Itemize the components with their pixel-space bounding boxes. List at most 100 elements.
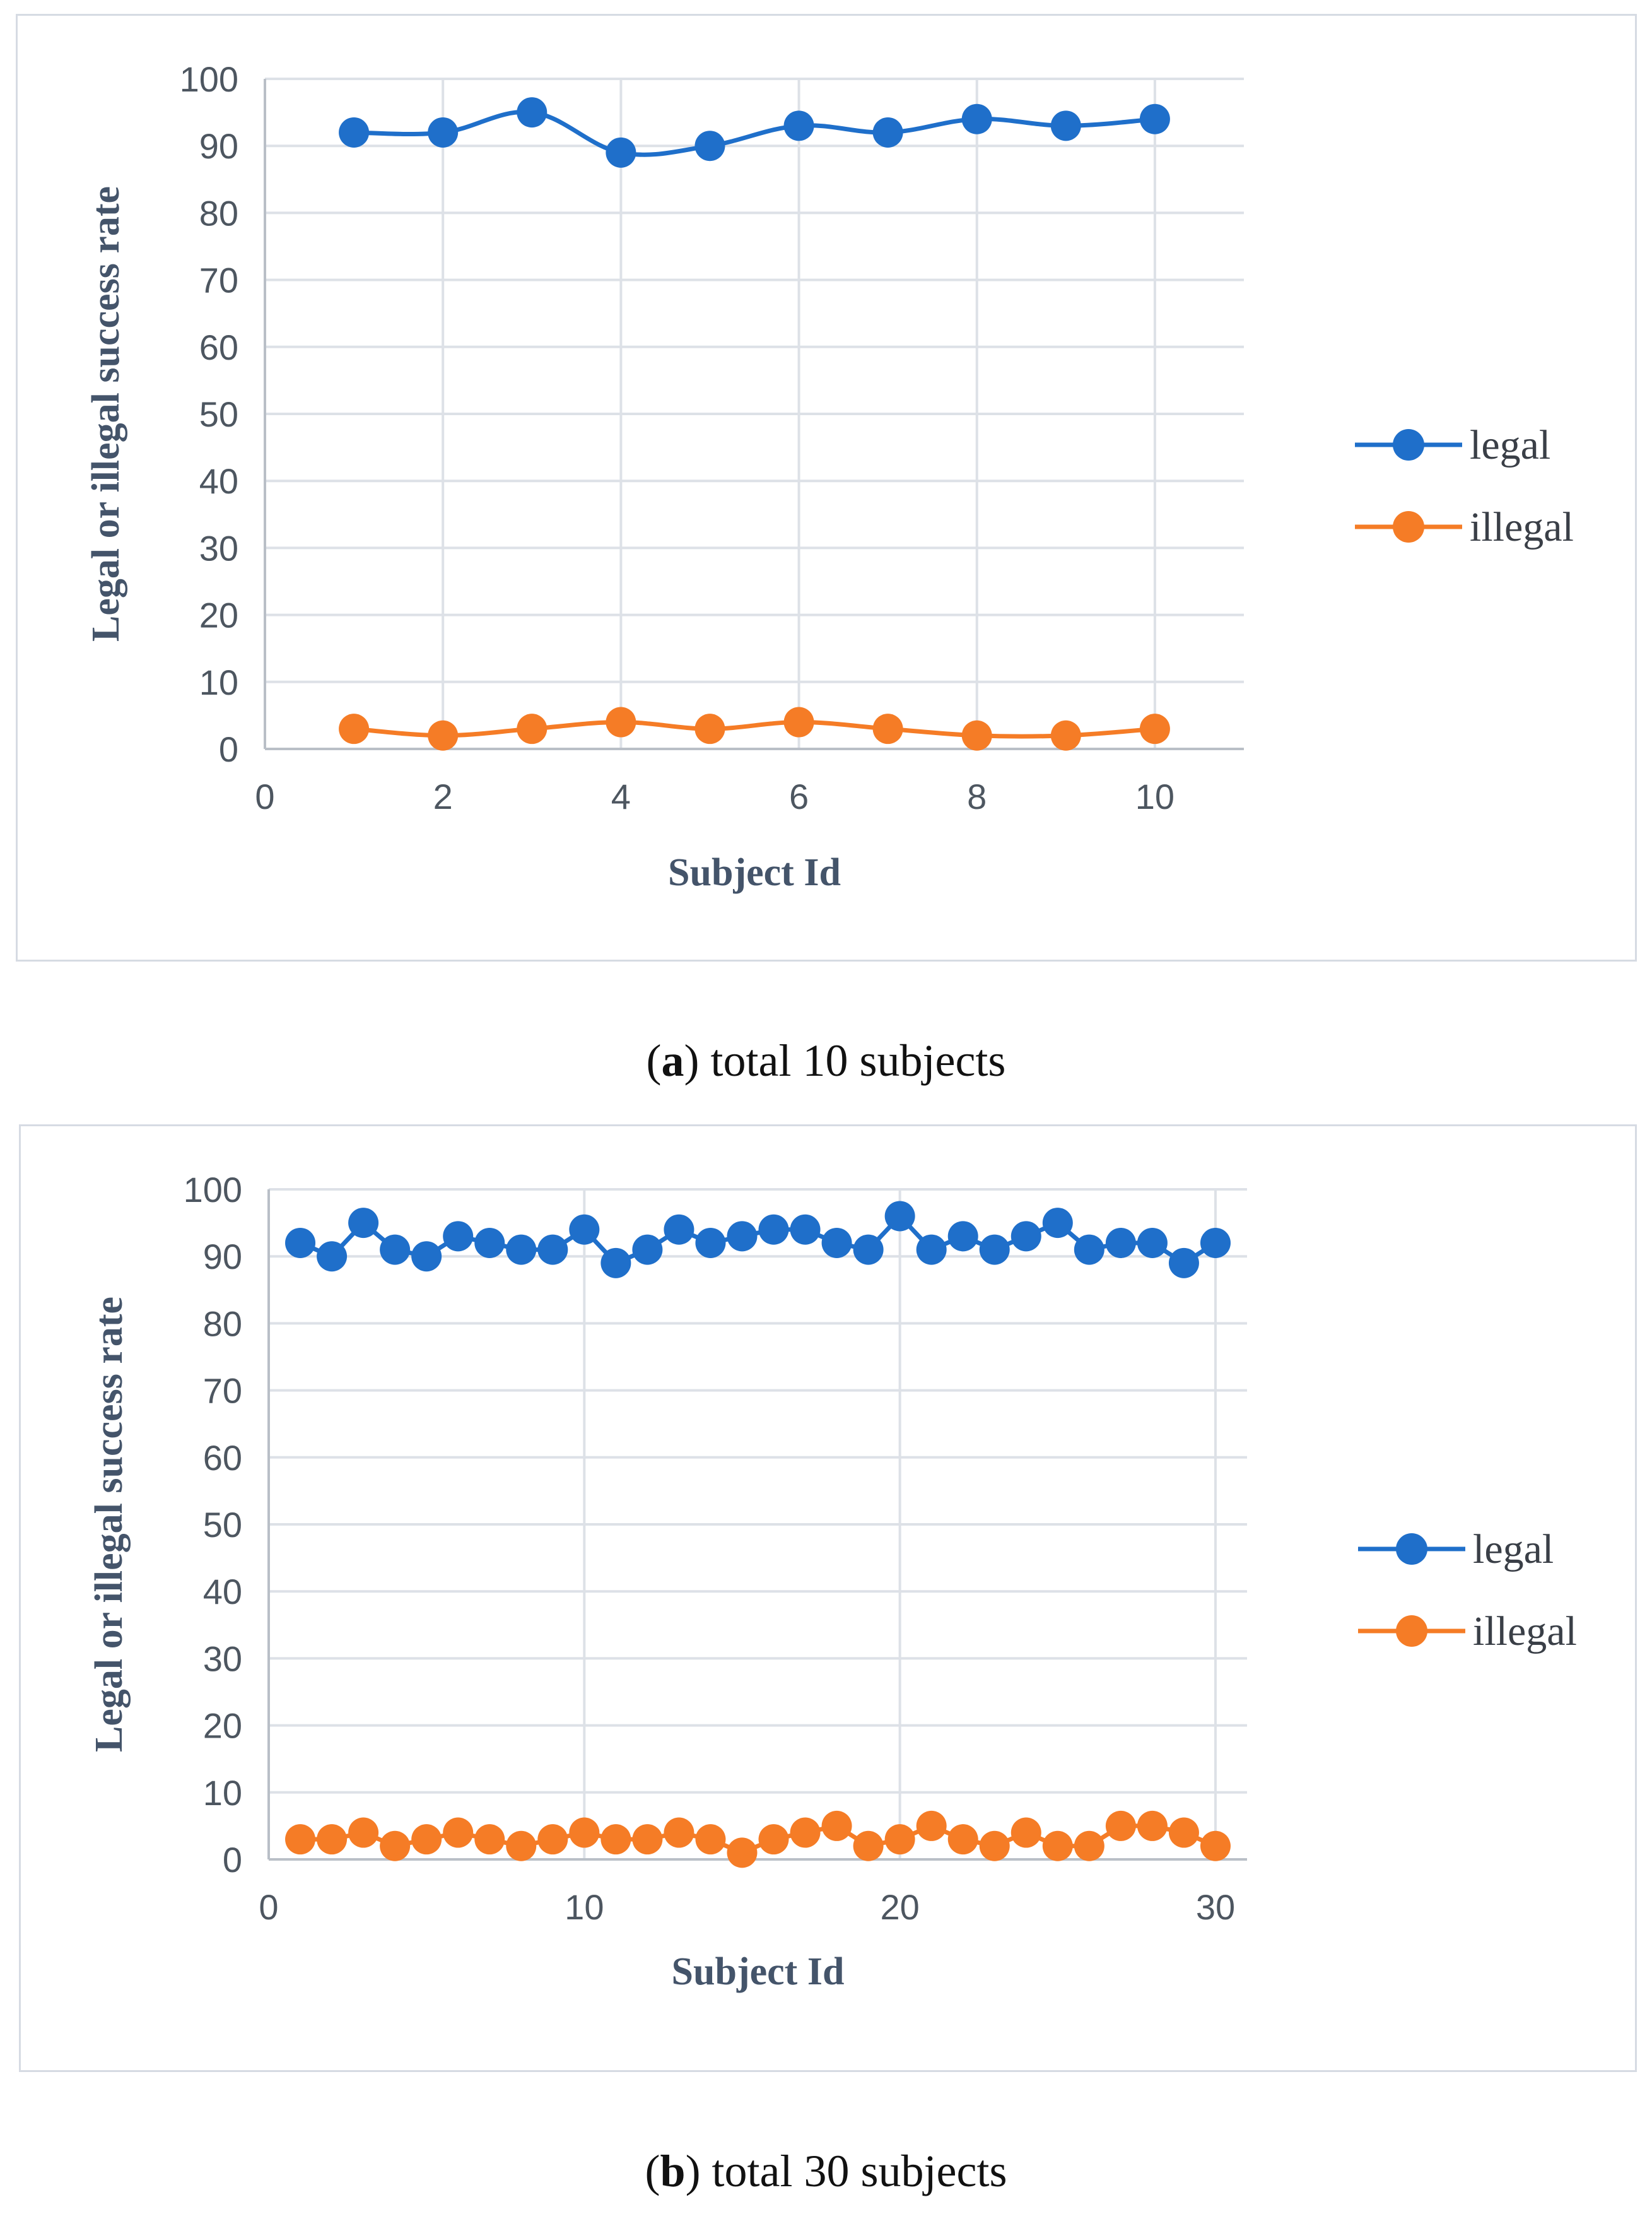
chart-a-ytick-label: 60 xyxy=(199,327,238,367)
chart-b-point-legal xyxy=(695,1227,726,1258)
chart-b-point-legal xyxy=(411,1241,442,1272)
chart-b-point-legal xyxy=(884,1201,915,1232)
chart-b-legend-marker-illegal xyxy=(1396,1615,1427,1647)
chart-b-point-legal xyxy=(1200,1227,1231,1258)
chart-a-frame: 0 10 20 30 40 50 60 70 80 90 100 0 2 4 6 8 10 Subject Id L… xyxy=(16,14,1637,962)
chart-a-y-axis-title: Legal or illegal success rate xyxy=(85,186,127,642)
chart-b-point-illegal xyxy=(821,1810,852,1841)
chart-a-legend-marker-legal xyxy=(1393,429,1424,461)
caption-b: (b) total 30 subjects xyxy=(0,2145,1652,2198)
chart-b-point-illegal xyxy=(1200,1830,1231,1861)
chart-b-point-legal xyxy=(285,1227,316,1258)
chart-b-ytick-label: 10 xyxy=(203,1773,242,1813)
chart-b-point-legal xyxy=(506,1234,537,1265)
chart-a-point-illegal xyxy=(694,714,725,745)
chart-b-legend-label-illegal: illegal xyxy=(1473,1608,1577,1654)
chart-b-ytick-label: 60 xyxy=(203,1438,242,1478)
chart-b-point-legal xyxy=(1042,1208,1073,1239)
chart-b-point-illegal xyxy=(979,1830,1010,1861)
chart-a-point-illegal xyxy=(606,707,636,738)
chart-b-point-illegal xyxy=(411,1824,442,1855)
chart-b-point-legal xyxy=(1168,1247,1199,1278)
chart-b-point-legal xyxy=(1074,1234,1104,1265)
chart-b-point-legal xyxy=(916,1234,947,1265)
chart-b-ytick-label: 70 xyxy=(203,1371,242,1411)
chart-a-xtick-label: 6 xyxy=(789,777,809,816)
chart-b-ytick-label: 40 xyxy=(203,1572,242,1611)
chart-b-point-legal xyxy=(380,1234,411,1265)
chart-b-point-legal xyxy=(758,1214,789,1245)
chart-b-point-legal xyxy=(727,1221,758,1252)
chart-b-point-illegal xyxy=(916,1810,947,1841)
chart-b-point-legal xyxy=(1011,1221,1041,1252)
chart-b-ytick-label: 100 xyxy=(184,1170,242,1210)
chart-a-point-illegal xyxy=(783,707,814,738)
chart-b-xtick-label: 0 xyxy=(259,1887,278,1927)
chart-a-point-illegal xyxy=(339,714,370,745)
chart-b-point-legal xyxy=(348,1208,379,1239)
caption-a-letter: a xyxy=(661,1035,684,1086)
chart-a-point-legal xyxy=(694,131,725,162)
chart-a-xtick-label: 4 xyxy=(611,777,631,816)
chart-b-point-legal xyxy=(821,1227,852,1258)
caption-b-open: ( xyxy=(645,2146,660,2196)
chart-b-point-illegal xyxy=(1137,1810,1168,1841)
chart-a-ytick-label: 40 xyxy=(199,461,238,501)
chart-b-point-illegal xyxy=(317,1824,348,1855)
chart-b-point-illegal xyxy=(1042,1830,1073,1861)
chart-b-point-illegal xyxy=(443,1817,474,1848)
chart-b-point-illegal xyxy=(506,1830,537,1861)
chart-a-point-illegal xyxy=(428,720,459,751)
chart-b-point-legal xyxy=(1137,1227,1168,1258)
chart-b-ytick-label: 0 xyxy=(223,1840,242,1880)
chart-b-ytick-label: 80 xyxy=(203,1304,242,1343)
chart-b-point-illegal xyxy=(1074,1830,1104,1861)
chart-b-point-illegal xyxy=(285,1824,316,1855)
chart-b-x-axis-title: Subject Id xyxy=(672,1950,845,1993)
chart-a-ytick-label: 80 xyxy=(199,193,238,233)
chart-a-ytick-label: 30 xyxy=(199,528,238,568)
chart-b-ytick-label: 30 xyxy=(203,1639,242,1678)
chart-a-xtick-label: 0 xyxy=(255,777,274,816)
chart-b-point-illegal xyxy=(600,1824,631,1855)
chart-a-xtick-label: 8 xyxy=(967,777,987,816)
chart-b-y-axis-title: Legal or illegal success rate xyxy=(88,1297,131,1752)
chart-b-point-legal xyxy=(632,1234,663,1265)
chart-a-point-legal xyxy=(783,110,814,141)
chart-b-xtick-label: 30 xyxy=(1196,1887,1235,1927)
chart-a-point-legal xyxy=(872,117,903,148)
chart-b-point-legal xyxy=(317,1241,348,1272)
chart-b-point-illegal xyxy=(380,1830,411,1861)
chart-a-ytick-label: 50 xyxy=(199,394,238,434)
chart-b-point-illegal xyxy=(947,1824,978,1855)
chart-a-legend-label-illegal: illegal xyxy=(1470,504,1574,550)
chart-b-point-legal xyxy=(443,1221,474,1252)
chart-b-point-illegal xyxy=(348,1817,379,1848)
chart-b-ytick-label: 20 xyxy=(203,1706,242,1746)
chart-b-point-legal xyxy=(600,1247,631,1278)
chart-b-point-illegal xyxy=(1105,1810,1136,1841)
chart-b-point-illegal xyxy=(853,1830,884,1861)
chart-b-point-legal xyxy=(569,1214,600,1245)
chart-b-xtick-label: 20 xyxy=(880,1887,919,1927)
chart-a-point-illegal xyxy=(872,714,903,745)
caption-b-letter: b xyxy=(660,2146,686,2196)
chart-a-point-legal xyxy=(428,117,459,148)
chart-a: 0 10 20 30 40 50 60 70 80 90 100 0 2 4 6 8 10 Subject Id L… xyxy=(85,59,1574,894)
chart-b-point-illegal xyxy=(474,1824,505,1855)
caption-a-text: ) total 10 subjects xyxy=(684,1035,1006,1086)
chart-b: 0 10 20 30 40 50 60 70 80 90 100 0 10 20 30 Subject Id L… xyxy=(88,1170,1577,1993)
chart-a-xtick-label: 10 xyxy=(1135,777,1175,816)
caption-b-text: ) total 30 subjects xyxy=(685,2146,1007,2196)
chart-b-point-legal xyxy=(853,1234,884,1265)
chart-b-frame: 0 10 20 30 40 50 60 70 80 90 100 0 10 20 30 Subject Id L… xyxy=(19,1124,1637,2072)
chart-b-point-illegal xyxy=(884,1824,915,1855)
chart-a-series-line-illegal xyxy=(353,720,1156,739)
chart-a-xtick-label: 2 xyxy=(433,777,453,816)
chart-a-point-legal xyxy=(517,97,548,128)
chart-b-point-illegal xyxy=(727,1837,758,1868)
chart-b-point-legal xyxy=(947,1221,978,1252)
chart-a-point-illegal xyxy=(961,720,992,751)
chart-a-ytick-label: 10 xyxy=(199,662,238,702)
chart-a-point-illegal xyxy=(517,714,548,745)
